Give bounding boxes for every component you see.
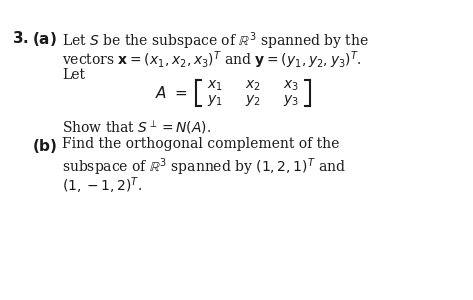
Text: Show that $S^\perp = N(A)$.: Show that $S^\perp = N(A)$.: [62, 118, 211, 136]
Text: $y_3$: $y_3$: [283, 92, 299, 107]
Text: Let $S$ be the subspace of $\mathbb{R}^3$ spanned by the: Let $S$ be the subspace of $\mathbb{R}^3…: [62, 30, 369, 52]
Text: $\mathbf{(a)}$: $\mathbf{(a)}$: [32, 30, 57, 48]
Text: $y_2$: $y_2$: [245, 92, 261, 107]
Text: $A\ =$: $A\ =$: [155, 85, 187, 101]
Text: Find the orthogonal complement of the: Find the orthogonal complement of the: [62, 137, 339, 151]
Text: $x_1$: $x_1$: [207, 79, 223, 93]
Text: Let: Let: [62, 68, 85, 82]
Text: subspace of $\mathbb{R}^3$ spanned by $(1, 2, 1)^T$ and: subspace of $\mathbb{R}^3$ spanned by $(…: [62, 156, 346, 178]
Text: vectors $\mathbf{x} = (x_1, x_2, x_3)^T$ and $\mathbf{y} = (y_1, y_2, y_3)^T$.: vectors $\mathbf{x} = (x_1, x_2, x_3)^T$…: [62, 49, 362, 70]
Text: $(1, -1, 2)^T$.: $(1, -1, 2)^T$.: [62, 175, 142, 196]
Text: $\mathbf{(b)}$: $\mathbf{(b)}$: [32, 137, 58, 155]
Text: $x_3$: $x_3$: [283, 79, 299, 93]
Text: $y_1$: $y_1$: [207, 92, 223, 107]
Text: $x_2$: $x_2$: [245, 79, 261, 93]
Text: $\mathbf{3.}$: $\mathbf{3.}$: [12, 30, 29, 46]
